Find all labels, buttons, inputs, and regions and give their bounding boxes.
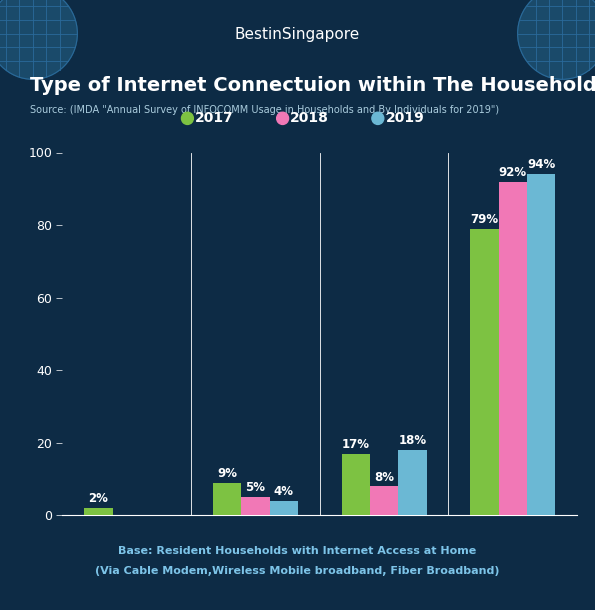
Text: 8%: 8% xyxy=(374,470,394,484)
Text: Type of Internet Connectuion within The Households, 2017 - 2019: Type of Internet Connectuion within The … xyxy=(30,76,595,95)
Text: 4%: 4% xyxy=(274,485,294,498)
Text: 17%: 17% xyxy=(342,438,370,451)
Text: 2018: 2018 xyxy=(290,112,329,125)
Bar xyxy=(84,508,112,515)
Bar xyxy=(213,483,242,515)
Text: 2%: 2% xyxy=(89,492,108,505)
Text: 5%: 5% xyxy=(246,481,265,494)
Bar xyxy=(242,497,270,515)
Text: 94%: 94% xyxy=(527,159,555,171)
Bar xyxy=(370,486,398,515)
Text: (Via Cable Modem,Wireless Mobile broadband, Fiber Broadband): (Via Cable Modem,Wireless Mobile broadba… xyxy=(95,566,500,576)
Text: 18%: 18% xyxy=(399,434,427,447)
Bar xyxy=(499,182,527,515)
Text: Source: (IMDA "Annual Survey of INFOCOMM Usage in Households and By Individuals : Source: (IMDA "Annual Survey of INFOCOMM… xyxy=(30,105,499,115)
Bar xyxy=(527,174,555,515)
Text: 79%: 79% xyxy=(471,213,499,226)
Text: BestinSingapore: BestinSingapore xyxy=(235,27,360,43)
Bar xyxy=(398,450,427,515)
Text: 9%: 9% xyxy=(217,467,237,480)
Bar xyxy=(270,501,298,515)
Bar xyxy=(342,454,370,515)
Text: 2017: 2017 xyxy=(195,112,234,125)
Text: 2019: 2019 xyxy=(386,112,424,125)
Bar xyxy=(471,229,499,515)
Text: 92%: 92% xyxy=(499,166,527,179)
Text: Base: Resident Households with Internet Access at Home: Base: Resident Households with Internet … xyxy=(118,546,477,556)
